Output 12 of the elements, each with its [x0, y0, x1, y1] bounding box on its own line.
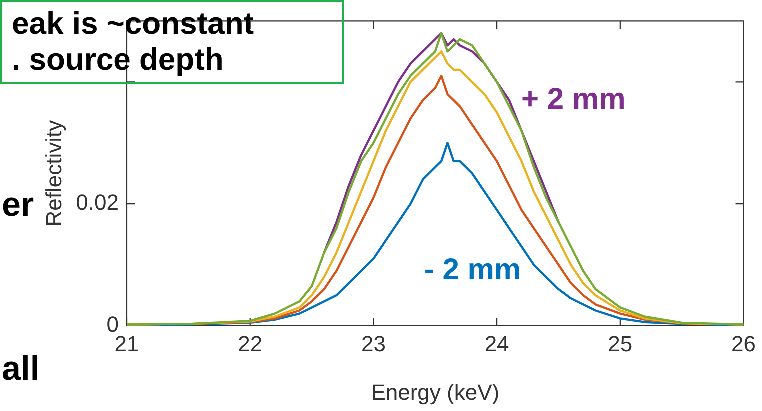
x-tick-label: 24 [484, 331, 510, 356]
x-tick-label: 23 [361, 331, 386, 356]
x-tick-label: 22 [238, 331, 263, 356]
x-tick-label: 25 [608, 331, 633, 356]
x-axis-title: Energy (keV) [371, 380, 500, 405]
y-axis-title: Reflectivity [41, 120, 66, 227]
series-label: + 2 mm [522, 82, 626, 116]
text: all [2, 350, 40, 389]
y-tick-label: 0.02 [76, 190, 119, 216]
text: er [2, 186, 34, 225]
series-label: - 2 mm [424, 253, 522, 286]
x-tick-label: 26 [732, 331, 756, 356]
